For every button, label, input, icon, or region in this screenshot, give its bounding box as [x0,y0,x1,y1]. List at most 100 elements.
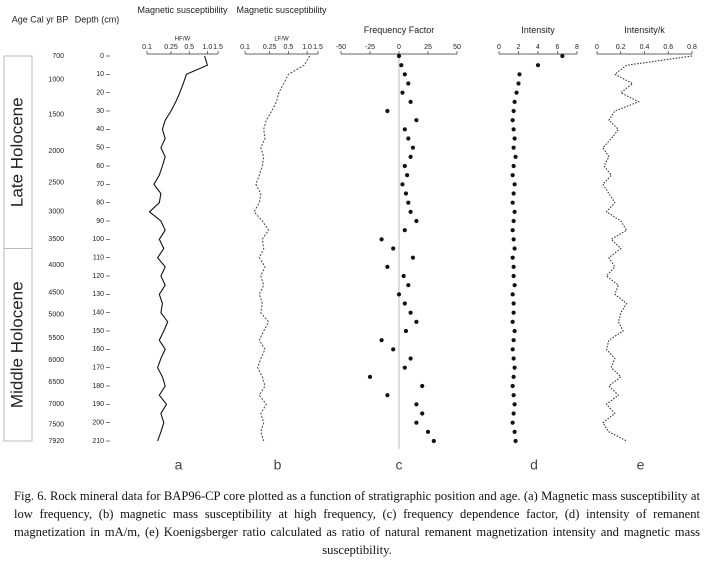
data-point [367,374,373,379]
data-point [403,328,409,334]
x-tick-label: 0.25 [164,44,178,51]
y-tick-label: 30 [96,108,104,115]
x-tick-label: 0.5 [284,44,294,51]
age-tick-label: 6000 [48,357,64,364]
x-tick-label: 0 [497,44,501,51]
data-point [403,191,409,196]
data-point [408,99,413,104]
x-tick-label: 6 [556,44,560,51]
y-tick-label: 0 [100,53,104,60]
panel-title: Intensity [521,25,555,35]
data-point [406,283,411,288]
data-point [512,365,517,370]
title-box: Intensity [521,25,555,35]
data-point [510,383,515,389]
data-point [405,173,410,178]
x-tick-label: -25 [365,44,375,51]
y-tick-label: 90 [96,218,104,225]
x-tick-label: 0 [595,44,599,51]
data-point [511,108,516,114]
data-point [400,90,405,95]
data-point [516,81,521,86]
age-label: Age Cal yr BP [12,14,69,24]
y-tick-label: 10 [96,71,104,78]
data-point [510,255,515,260]
data-point [425,429,431,434]
panel-letter: d [530,457,538,473]
data-point [513,438,518,444]
x-tick-label: 0.25 [263,44,277,51]
x-axis-label: LF/W [274,37,289,43]
panel-letter: a [175,457,183,473]
x-tick-label: 8 [575,44,579,51]
data-point [510,347,515,352]
panel-title: Magnetic susceptibility [137,5,228,15]
data-point [420,411,425,416]
zone-label: Late Holocene [7,97,26,207]
panel-title: Frequency Factor [363,25,435,35]
data-point [408,154,413,159]
data-point [514,90,519,95]
y-tick-label: 60 [96,163,104,170]
age-tick-label: 1000 [48,77,64,84]
data-point [379,338,384,343]
data-point [511,264,516,269]
data-point [399,63,404,68]
data-point [385,108,390,114]
data-point [511,163,516,169]
data-point [510,173,515,178]
data-point [391,246,396,251]
data-point [511,374,516,379]
data-point [511,393,516,398]
x-tick-label: 1.0 [302,44,312,51]
y-tick-label: 180 [92,383,104,390]
y-tick-label: 50 [96,145,104,152]
y-tick-label: 70 [96,181,104,188]
data-point [511,301,516,306]
data-point [511,411,516,416]
data-point [402,365,407,370]
y-tick-label: 120 [92,273,104,280]
age-tick-label: 2000 [48,148,64,155]
data-point [512,99,517,104]
y-tick-label: 210 [92,438,104,445]
data-point [560,53,565,59]
data-point [513,154,518,159]
x-tick-label: 0.6 [663,44,673,51]
y-tick-label: 200 [92,420,104,427]
panel-letter: e [637,457,645,473]
x-axis-label: HF/W [175,37,191,43]
y-tick-label: 150 [92,328,104,335]
panel-letter: c [396,457,403,473]
y-tick-label: 20 [96,90,104,97]
data-point [414,402,419,407]
caption: Fig. 6. Rock mineral data for BAP96-CP c… [14,489,700,557]
age-tick-label: 6500 [48,379,64,386]
depth-label: Depth (cm) [75,14,120,24]
x-tick-label: 1.5 [313,44,323,51]
data-point [431,438,436,444]
x-tick-label: 0.1 [240,44,250,51]
age-tick-label: 3500 [48,236,64,243]
data-point [410,255,416,260]
data-point [391,347,396,352]
data-point [396,53,402,59]
y-tick-label: 170 [92,365,104,372]
title-box: Magnetic susceptibility [137,5,228,15]
chart: Age Cal yr BP Depth (cm) Late Holocene Midd… [3,5,697,473]
panel-letter: b [274,457,282,473]
data-point [512,246,517,251]
data-point [517,72,522,77]
y-tick-label: 40 [96,126,104,133]
x-tick-label: 50 [453,44,461,51]
data-point [511,191,516,196]
data-point [385,393,390,398]
y-tick-label: 140 [92,310,104,317]
data-point [406,200,411,205]
data-point [510,118,515,123]
data-point [511,218,516,224]
age-tick-label: 4500 [48,289,64,296]
data-point [406,81,411,86]
data-point [379,237,384,242]
